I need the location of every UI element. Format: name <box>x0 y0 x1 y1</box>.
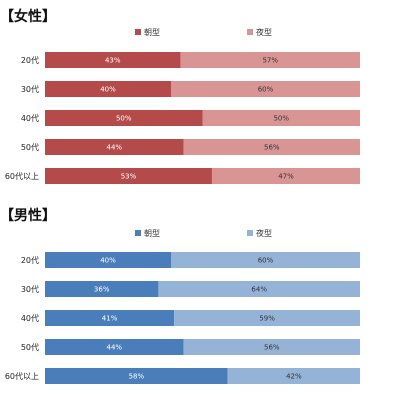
data-label: 40% <box>100 257 116 265</box>
legend-swatch-0 <box>135 230 141 236</box>
bar-segment-morning <box>45 368 228 384</box>
bar-segment-night <box>202 110 360 126</box>
bar-segment-morning <box>45 110 203 126</box>
bar-segment-morning <box>45 139 184 155</box>
data-label: 59% <box>259 315 275 323</box>
chart-title: 【女性】 <box>0 8 56 25</box>
bar-segment-morning <box>45 168 212 184</box>
chart-title: 【男性】 <box>0 207 56 224</box>
data-label: 36% <box>94 286 110 294</box>
legend-swatch-0 <box>135 29 141 35</box>
bar-segment-morning <box>45 81 171 97</box>
category-label: 40代 <box>21 313 39 323</box>
data-label: 43% <box>105 57 121 65</box>
chart-panel-0: 【女性】朝型 夜型 20代 43% 57% 30代 40% 60% 40代 50% 50% 50代 44… <box>0 8 360 184</box>
data-label: 47% <box>278 173 294 181</box>
data-label: 60% <box>258 86 274 94</box>
bar-segment-night <box>227 368 360 384</box>
category-label: 20代 <box>21 255 39 265</box>
data-label: 44% <box>107 144 123 152</box>
bar-segment-night <box>171 252 360 268</box>
data-label: 41% <box>102 315 118 323</box>
legend-swatch-1 <box>247 29 253 35</box>
bar-segment-morning <box>45 252 171 268</box>
category-label: 50代 <box>21 342 39 352</box>
data-label: 64% <box>251 286 267 294</box>
data-label: 56% <box>264 144 280 152</box>
data-label: 50% <box>273 115 289 123</box>
data-label: 58% <box>129 373 145 381</box>
chart-panel-1: 【男性】朝型 夜型 20代 40% 60% 30代 36% 64% 40代 41% 59% 50代 44… <box>0 207 360 384</box>
data-label: 44% <box>107 344 123 352</box>
data-label: 57% <box>262 57 278 65</box>
bar-segment-morning <box>45 281 159 297</box>
bar-segment-morning <box>45 339 184 355</box>
data-label: 56% <box>264 344 280 352</box>
bar-segment-night <box>211 168 360 184</box>
data-label: 60% <box>258 257 274 265</box>
legend-label-0: 朝型 <box>144 28 160 37</box>
data-label: 50% <box>116 115 132 123</box>
bar-segment-night <box>171 81 360 97</box>
category-label: 60代以上 <box>5 171 39 181</box>
category-label: 30代 <box>21 284 39 294</box>
category-label: 60代以上 <box>5 371 39 381</box>
legend-label-1: 夜型 <box>256 27 272 37</box>
bar-segment-night <box>183 139 360 155</box>
legend-swatch-1 <box>247 230 253 236</box>
category-label: 50代 <box>21 142 39 152</box>
legend-label-1: 夜型 <box>256 228 272 238</box>
category-label: 40代 <box>21 113 39 123</box>
data-label: 42% <box>286 373 302 381</box>
bar-segment-morning <box>45 52 181 68</box>
legend-label-0: 朝型 <box>144 229 160 238</box>
category-label: 20代 <box>21 55 39 65</box>
data-label: 40% <box>100 86 116 94</box>
bar-segment-night <box>158 281 360 297</box>
bar-segment-night <box>180 52 360 68</box>
bar-segment-night <box>174 310 360 326</box>
category-label: 30代 <box>21 84 39 94</box>
data-label: 53% <box>121 173 137 181</box>
bar-segment-night <box>183 339 360 355</box>
bar-segment-morning <box>45 310 175 326</box>
